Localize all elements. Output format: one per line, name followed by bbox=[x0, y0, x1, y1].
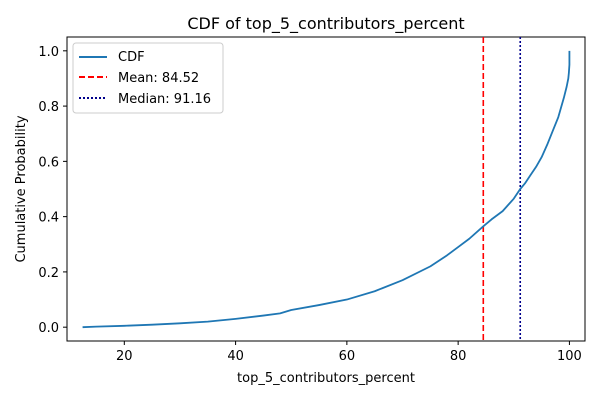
y-tick-label: 0.4 bbox=[38, 211, 59, 226]
series-group bbox=[82, 50, 571, 329]
legend: CDF Mean: 84.52 Median: 91.16 bbox=[72, 42, 224, 114]
y-tick-label: 0.0 bbox=[38, 321, 59, 336]
legend-label-median: Median: 91.16 bbox=[118, 92, 211, 107]
legend-label-mean: Mean: 84.52 bbox=[118, 71, 199, 86]
x-tick-label: 40 bbox=[227, 349, 244, 364]
y-tick-label: 0.8 bbox=[38, 100, 59, 115]
y-tick-label: 0.6 bbox=[38, 155, 59, 170]
x-axis-ticks: 20 40 60 80 100 bbox=[116, 341, 582, 364]
legend-label-cdf: CDF bbox=[118, 50, 145, 65]
x-tick-label: 100 bbox=[557, 349, 582, 364]
x-tick-label: 60 bbox=[339, 349, 356, 364]
chart-title: CDF of top_5_contributors_percent bbox=[187, 14, 464, 34]
series-line-cdf bbox=[82, 50, 571, 329]
y-tick-label: 0.2 bbox=[38, 266, 59, 281]
x-tick-label: 80 bbox=[450, 349, 467, 364]
x-axis-label: top_5_contributors_percent bbox=[237, 371, 415, 386]
x-tick-label: 20 bbox=[116, 349, 133, 364]
legend-box bbox=[72, 42, 224, 114]
y-tick-label: 1.0 bbox=[38, 45, 59, 60]
y-axis-label: Cumulative Probability bbox=[14, 115, 29, 262]
y-axis-ticks: 0.0 0.2 0.4 0.6 0.8 1.0 bbox=[38, 45, 67, 336]
